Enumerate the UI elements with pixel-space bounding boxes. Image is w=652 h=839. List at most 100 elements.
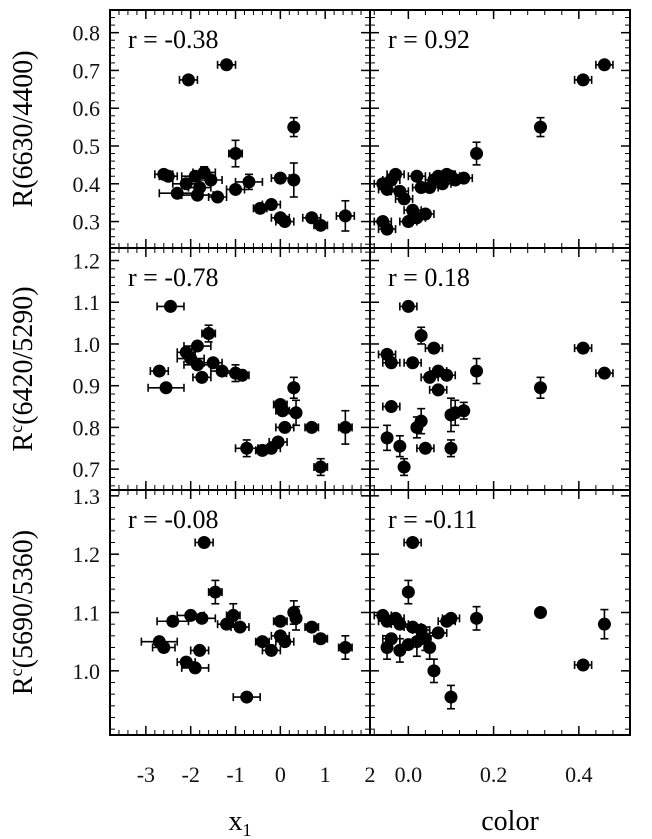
data-point <box>301 211 322 225</box>
data-point <box>397 457 411 477</box>
point-marker <box>190 358 204 372</box>
x-tick-label: -3 <box>137 762 155 787</box>
point-marker <box>380 182 394 196</box>
point-marker <box>457 404 471 418</box>
point-marker <box>427 664 441 678</box>
x-tick-label: 0.4 <box>565 762 593 787</box>
y-tick-label: 1.0 <box>73 332 101 357</box>
data-point <box>227 139 244 168</box>
point-marker <box>401 299 415 313</box>
data-point <box>416 441 435 455</box>
data-point <box>156 614 190 628</box>
point-marker <box>418 441 432 455</box>
point-marker <box>305 211 319 225</box>
panel-0-1: r = 0.92 <box>369 9 631 249</box>
data-point <box>380 635 394 660</box>
y-tick-label: 0.8 <box>73 415 101 440</box>
data-point <box>403 536 422 549</box>
data-point <box>399 299 418 313</box>
point-marker <box>289 611 303 625</box>
point-marker <box>444 441 458 455</box>
point-marker <box>195 370 209 384</box>
point-marker <box>470 147 484 161</box>
data-point <box>207 579 223 605</box>
data-point <box>261 198 282 212</box>
point-marker <box>597 58 611 72</box>
point-marker <box>533 120 547 134</box>
point-marker <box>384 400 398 414</box>
point-marker <box>305 620 319 634</box>
panel-2-0: r = -0.08 <box>109 489 371 736</box>
point-marker <box>597 617 611 631</box>
y-axis-labels: 0.3 0.4 0.5 0.6 0.7 0.8 R(6630/4400) 0.7 0.8 0.9 1… <box>6 21 100 695</box>
y-tick-label: 1.3 <box>73 484 101 509</box>
data-point <box>201 324 217 343</box>
point-marker <box>220 58 234 72</box>
data-point <box>377 222 397 236</box>
point-marker <box>197 536 211 549</box>
data-point <box>194 536 214 549</box>
data-point <box>454 171 474 185</box>
data-point <box>573 658 593 672</box>
point-marker <box>190 339 204 353</box>
point-marker <box>206 356 220 370</box>
panel-0-0: r = -0.38 <box>109 9 371 249</box>
point-marker <box>184 608 198 622</box>
point-marker <box>393 439 407 453</box>
data-point <box>444 439 458 458</box>
point-marker <box>597 366 611 380</box>
point-marker <box>414 329 428 343</box>
point-marker <box>226 608 240 622</box>
point-marker <box>278 420 292 434</box>
data-point <box>595 58 614 72</box>
point-marker <box>418 207 432 221</box>
data-point <box>268 435 288 449</box>
point-marker <box>211 190 225 204</box>
y-tick-label: 0.6 <box>73 96 101 121</box>
y-tick-label: 0.7 <box>73 58 101 83</box>
data-point <box>207 190 228 204</box>
point-marker <box>289 406 303 420</box>
point-marker <box>444 690 458 704</box>
data-point <box>457 401 471 420</box>
x-tick-label: 1 <box>320 762 331 787</box>
data-point <box>198 173 223 187</box>
y-axis-label: R(6630/4400) <box>8 50 39 207</box>
data-point <box>230 620 250 634</box>
point-marker <box>384 356 398 370</box>
data-point <box>275 404 291 418</box>
point-marker <box>235 368 249 382</box>
x-tick-label: 2 <box>365 762 376 787</box>
point-marker <box>242 175 256 189</box>
data-point <box>414 326 428 345</box>
y-axis-label: Rc(5690/5360) <box>6 530 39 695</box>
point-marker <box>157 641 171 654</box>
point-marker <box>264 643 278 657</box>
y-tick-label: 0.5 <box>73 134 101 159</box>
y-tick-label: 0.3 <box>73 210 101 235</box>
data-point <box>427 658 441 684</box>
point-marker <box>202 327 216 341</box>
point-marker <box>240 690 254 704</box>
data-point <box>289 399 303 427</box>
data-point <box>414 407 428 435</box>
data-point <box>304 620 320 634</box>
point-marker <box>159 381 173 395</box>
point-marker <box>287 381 301 395</box>
point-marker <box>397 192 411 206</box>
point-marker <box>470 364 484 378</box>
data-point <box>407 169 427 183</box>
data-point <box>533 606 547 619</box>
data-point <box>234 439 259 458</box>
data-point <box>401 579 415 605</box>
point-marker <box>406 356 420 370</box>
data-point <box>289 605 303 631</box>
data-point <box>270 171 291 185</box>
data-point <box>180 661 210 675</box>
y-tick-label: 0.9 <box>73 374 101 399</box>
panel-2-1: r = -0.11 <box>369 489 631 736</box>
data-point <box>149 364 170 378</box>
point-marker <box>152 364 166 378</box>
data-point <box>225 602 241 628</box>
